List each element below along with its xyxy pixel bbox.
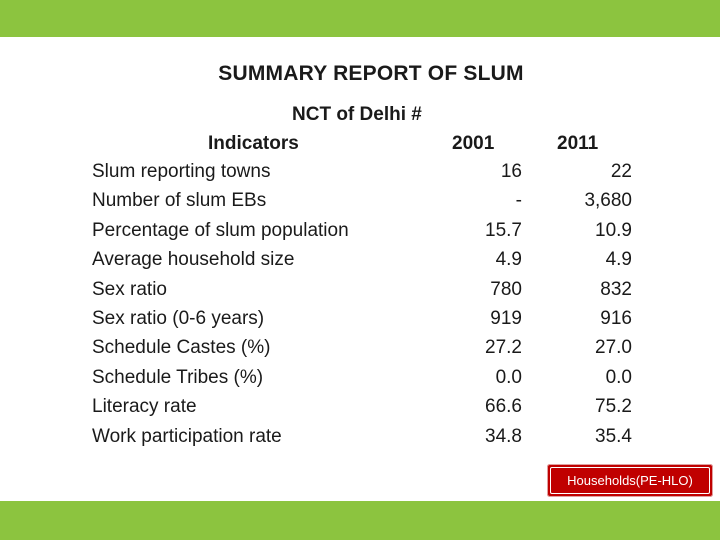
value-2001: 780 <box>490 278 522 300</box>
value-2011: 832 <box>600 278 632 300</box>
source-badge: Households(PE-HLO) <box>547 464 713 497</box>
source-label: Households(PE-HLO) <box>550 467 710 494</box>
value-2001: 0.0 <box>495 366 522 388</box>
value-2001: 15.7 <box>485 219 522 241</box>
column-header-2011: 2011 <box>557 133 599 154</box>
value-2001: 16 <box>500 161 522 182</box>
value-2011: 4.9 <box>605 249 632 271</box>
indicator-table: Slum reporting towns 16 22 Number of slu… <box>92 162 652 456</box>
page-title: SUMMARY REPORT OF SLUM <box>218 62 524 85</box>
top-green-band <box>0 0 720 37</box>
row-label: Literacy rate <box>92 396 197 418</box>
value-2001: 4.9 <box>495 249 522 271</box>
table-row: Literacy rate 66.6 75.2 <box>92 397 652 426</box>
value-2011: 916 <box>600 307 632 329</box>
row-label: Work participation rate <box>92 425 282 447</box>
row-label: Percentage of slum population <box>92 219 349 241</box>
row-label: Average household size <box>92 249 295 271</box>
value-2001: - <box>515 190 522 212</box>
column-header-2001: 2001 <box>452 133 495 154</box>
value-2011: 10.9 <box>595 219 632 241</box>
table-row: Schedule Tribes (%) 0.0 0.0 <box>92 366 652 397</box>
page-subtitle: NCT of Delhi # <box>292 104 422 125</box>
value-2001: 919 <box>490 307 522 329</box>
table-row: Slum reporting towns 16 22 <box>92 162 652 191</box>
row-label: Sex ratio <box>92 278 167 300</box>
row-label: Sex ratio (0-6 years) <box>92 307 265 329</box>
row-label: Slum reporting towns <box>92 161 271 182</box>
column-header-indicators: Indicators <box>208 133 299 154</box>
value-2001: 27.2 <box>485 337 522 359</box>
row-label: Schedule Tribes (%) <box>92 366 264 388</box>
value-2011: 22 <box>610 161 632 182</box>
value-2011: 35.4 <box>595 425 632 447</box>
bottom-green-band <box>0 501 720 540</box>
table-row: Sex ratio 780 832 <box>92 278 652 309</box>
table-row: Average household size 4.9 4.9 <box>92 250 652 279</box>
value-2001: 34.8 <box>485 425 522 447</box>
value-2011: 75.2 <box>595 396 632 418</box>
value-2011: 27.0 <box>595 337 632 359</box>
table-row: Sex ratio (0-6 years) 919 916 <box>92 307 652 338</box>
row-label: Number of slum EBs <box>92 190 267 212</box>
table-row: Number of slum EBs - 3,680 <box>92 191 652 220</box>
table-row: Percentage of slum population 15.7 10.9 <box>92 219 652 250</box>
value-2011: 3,680 <box>584 190 632 212</box>
row-label: Schedule Castes (%) <box>92 337 271 359</box>
value-2011: 0.0 <box>605 366 632 388</box>
table-row: Work participation rate 34.8 35.4 <box>92 425 652 456</box>
value-2001: 66.6 <box>485 396 522 418</box>
table-row: Schedule Castes (%) 27.2 27.0 <box>92 338 652 367</box>
